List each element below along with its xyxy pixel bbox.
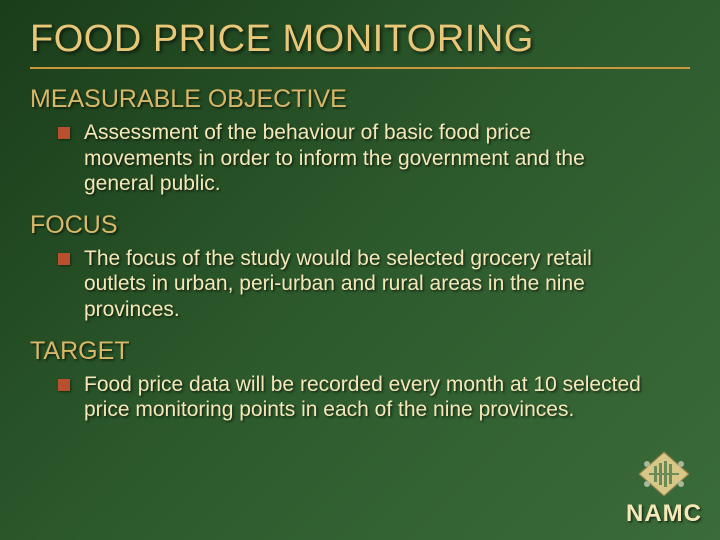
bullet-text: Food price data will be recorded every m…: [84, 372, 644, 423]
section-heading: MEASURABLE OBJECTIVE: [0, 79, 720, 118]
bullet-text: The focus of the study would be selected…: [84, 246, 644, 323]
logo-text: NAMC: [626, 500, 702, 528]
title-underline: [30, 67, 690, 69]
bullet-item: Food price data will be recorded every m…: [0, 370, 720, 431]
section-heading: FOCUS: [0, 205, 720, 244]
slide: FOOD PRICE MONITORING MEASURABLE OBJECTI…: [0, 0, 720, 540]
logo-dot: [678, 461, 684, 467]
bullet-item: Assessment of the behaviour of basic foo…: [0, 118, 720, 205]
logo-icon: [635, 450, 693, 498]
section-heading: TARGET: [0, 331, 720, 370]
bullet-item: The focus of the study would be selected…: [0, 244, 720, 331]
logo-dot: [644, 481, 650, 487]
square-bullet-icon: [58, 379, 70, 391]
section-2: TARGET Food price data will be recorded …: [0, 331, 720, 431]
logo-dot: [644, 461, 650, 467]
square-bullet-icon: [58, 127, 70, 139]
square-bullet-icon: [58, 253, 70, 265]
section-1: FOCUS The focus of the study would be se…: [0, 205, 720, 331]
logo-dot: [678, 481, 684, 487]
logo: NAMC: [626, 450, 702, 528]
slide-title: FOOD PRICE MONITORING: [0, 0, 720, 67]
section-0: MEASURABLE OBJECTIVE Assessment of the b…: [0, 79, 720, 205]
bullet-text: Assessment of the behaviour of basic foo…: [84, 120, 644, 197]
